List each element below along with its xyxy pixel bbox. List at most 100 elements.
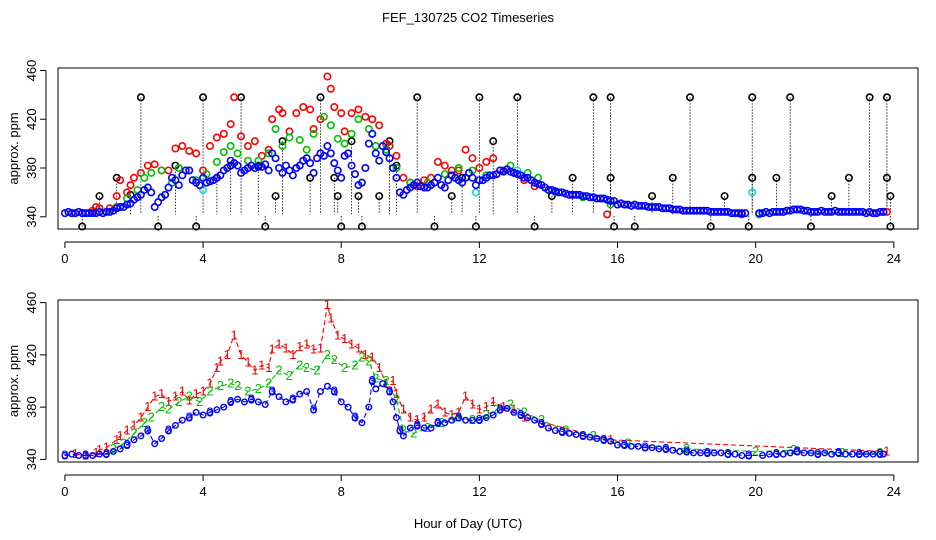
data-label-series-1: 1 bbox=[289, 347, 296, 362]
data-point-series-3 bbox=[814, 450, 822, 458]
data-point-series-1 bbox=[237, 132, 246, 141]
data-label-series-1: 1 bbox=[327, 310, 334, 325]
data-point-series-1 bbox=[392, 151, 401, 160]
data-point-series-1 bbox=[433, 157, 442, 166]
data-point-series-2 bbox=[347, 129, 356, 138]
data-point-series-3 bbox=[264, 166, 273, 175]
data-label-series-3: 3 bbox=[386, 383, 393, 398]
data-point-series-3 bbox=[271, 154, 280, 163]
data-label-series-1: 1 bbox=[224, 347, 231, 362]
data-point-series-3 bbox=[174, 181, 183, 190]
data-point-series-black bbox=[78, 222, 87, 231]
data-label-series-1: 1 bbox=[144, 399, 151, 414]
data-label-series-3: 3 bbox=[814, 446, 821, 461]
data-point-series-3 bbox=[164, 183, 173, 192]
data-point-series-black bbox=[827, 192, 836, 201]
y-tick-label: 380 bbox=[24, 157, 39, 179]
data-label-series-2: 2 bbox=[255, 381, 262, 396]
data-point-series-3 bbox=[109, 448, 117, 456]
data-point-series-2 bbox=[319, 112, 328, 121]
data-label-series-1: 1 bbox=[244, 355, 251, 370]
plot-area bbox=[60, 72, 895, 231]
data-label-series-3: 3 bbox=[579, 428, 586, 443]
data-point-series-black bbox=[413, 93, 422, 102]
data-label-series-1: 1 bbox=[310, 342, 317, 357]
data-label-series-1: 1 bbox=[400, 402, 407, 417]
x-tick-label: 24 bbox=[887, 484, 901, 499]
data-point-series-black bbox=[865, 93, 874, 102]
data-point-series-3 bbox=[835, 449, 843, 457]
x-tick-label: 0 bbox=[61, 251, 68, 266]
data-point-series-1 bbox=[230, 93, 239, 102]
data-point-series-3 bbox=[344, 403, 352, 411]
data-point-series-3 bbox=[703, 449, 711, 457]
data-point-series-3 bbox=[116, 203, 125, 212]
data-point-series-3 bbox=[879, 207, 888, 216]
y-axis-title: approx. ppm bbox=[6, 345, 21, 417]
data-label-series-3: 3 bbox=[835, 445, 842, 460]
data-point-series-3 bbox=[399, 432, 407, 440]
data-point-series-3 bbox=[731, 450, 739, 458]
data-point-series-3 bbox=[344, 149, 353, 158]
data-point-series-4 bbox=[748, 188, 757, 197]
data-label-series-3: 3 bbox=[642, 440, 649, 455]
data-point-series-1 bbox=[337, 109, 346, 118]
data-point-series-2 bbox=[271, 124, 280, 133]
data-point-series-3 bbox=[123, 441, 131, 449]
data-point-series-3 bbox=[351, 170, 360, 179]
data-point-series-3 bbox=[61, 451, 69, 459]
data-point-series-black bbox=[720, 192, 729, 201]
data-label-series-1: 1 bbox=[231, 327, 238, 342]
data-label-series-1: 1 bbox=[92, 445, 99, 460]
data-label-series-2: 2 bbox=[175, 394, 182, 409]
data-label-series-1: 1 bbox=[172, 389, 179, 404]
data-point-series-3 bbox=[379, 380, 387, 388]
data-point-series-3 bbox=[261, 401, 269, 409]
data-point-series-black bbox=[668, 173, 677, 182]
data-point-series-3 bbox=[195, 181, 204, 190]
data-point-series-black bbox=[648, 192, 657, 201]
x-tick-label: 24 bbox=[887, 251, 901, 266]
data-point-series-3 bbox=[130, 436, 138, 444]
data-point-series-3 bbox=[433, 173, 442, 182]
data-point-series-black bbox=[606, 93, 615, 102]
data-point-series-3 bbox=[586, 433, 594, 441]
data-point-series-black bbox=[316, 93, 325, 102]
top-panel: 0 4 8 12 16 20 24 340 380 420 460 approx. ppm bbox=[6, 60, 919, 266]
data-point-series-1 bbox=[129, 173, 138, 182]
data-point-series-2 bbox=[285, 133, 294, 142]
data-point-series-3 bbox=[147, 188, 156, 197]
data-label-series-3: 3 bbox=[144, 423, 151, 438]
data-point-series-black bbox=[192, 222, 201, 231]
data-point-series-black bbox=[706, 222, 715, 231]
data-point-series-black bbox=[568, 173, 577, 182]
data-point-series-3 bbox=[158, 434, 166, 442]
data-point-series-3 bbox=[382, 148, 391, 157]
data-point-series-3 bbox=[333, 166, 342, 175]
data-point-series-3 bbox=[489, 411, 497, 419]
data-point-series-1 bbox=[219, 129, 228, 138]
data-label-series-1: 1 bbox=[369, 349, 376, 364]
data-point-series-3 bbox=[185, 166, 194, 175]
data-point-series-1 bbox=[192, 149, 201, 158]
data-point-series-1 bbox=[323, 72, 332, 81]
data-point-series-black bbox=[844, 173, 853, 182]
x-tick-label: 12 bbox=[472, 251, 486, 266]
data-point-series-3 bbox=[614, 441, 622, 449]
y-tick-label: 340 bbox=[24, 449, 39, 471]
data-point-series-black bbox=[886, 222, 895, 231]
data-point-series-3 bbox=[171, 421, 179, 429]
data-point-series-3 bbox=[455, 414, 463, 422]
data-point-series-1 bbox=[185, 146, 194, 155]
data-label-series-3: 3 bbox=[331, 383, 338, 398]
data-point-series-black bbox=[199, 93, 208, 102]
data-point-series-2 bbox=[392, 164, 401, 173]
data-label-series-1: 1 bbox=[251, 363, 258, 378]
data-point-series-3 bbox=[496, 406, 504, 414]
data-point-series-black bbox=[447, 192, 456, 201]
x-tick-label: 0 bbox=[61, 484, 68, 499]
data-point-series-3 bbox=[572, 431, 580, 439]
data-point-series-1 bbox=[354, 105, 363, 114]
data-label-series-1: 1 bbox=[123, 423, 130, 438]
data-point-series-2 bbox=[264, 149, 273, 158]
